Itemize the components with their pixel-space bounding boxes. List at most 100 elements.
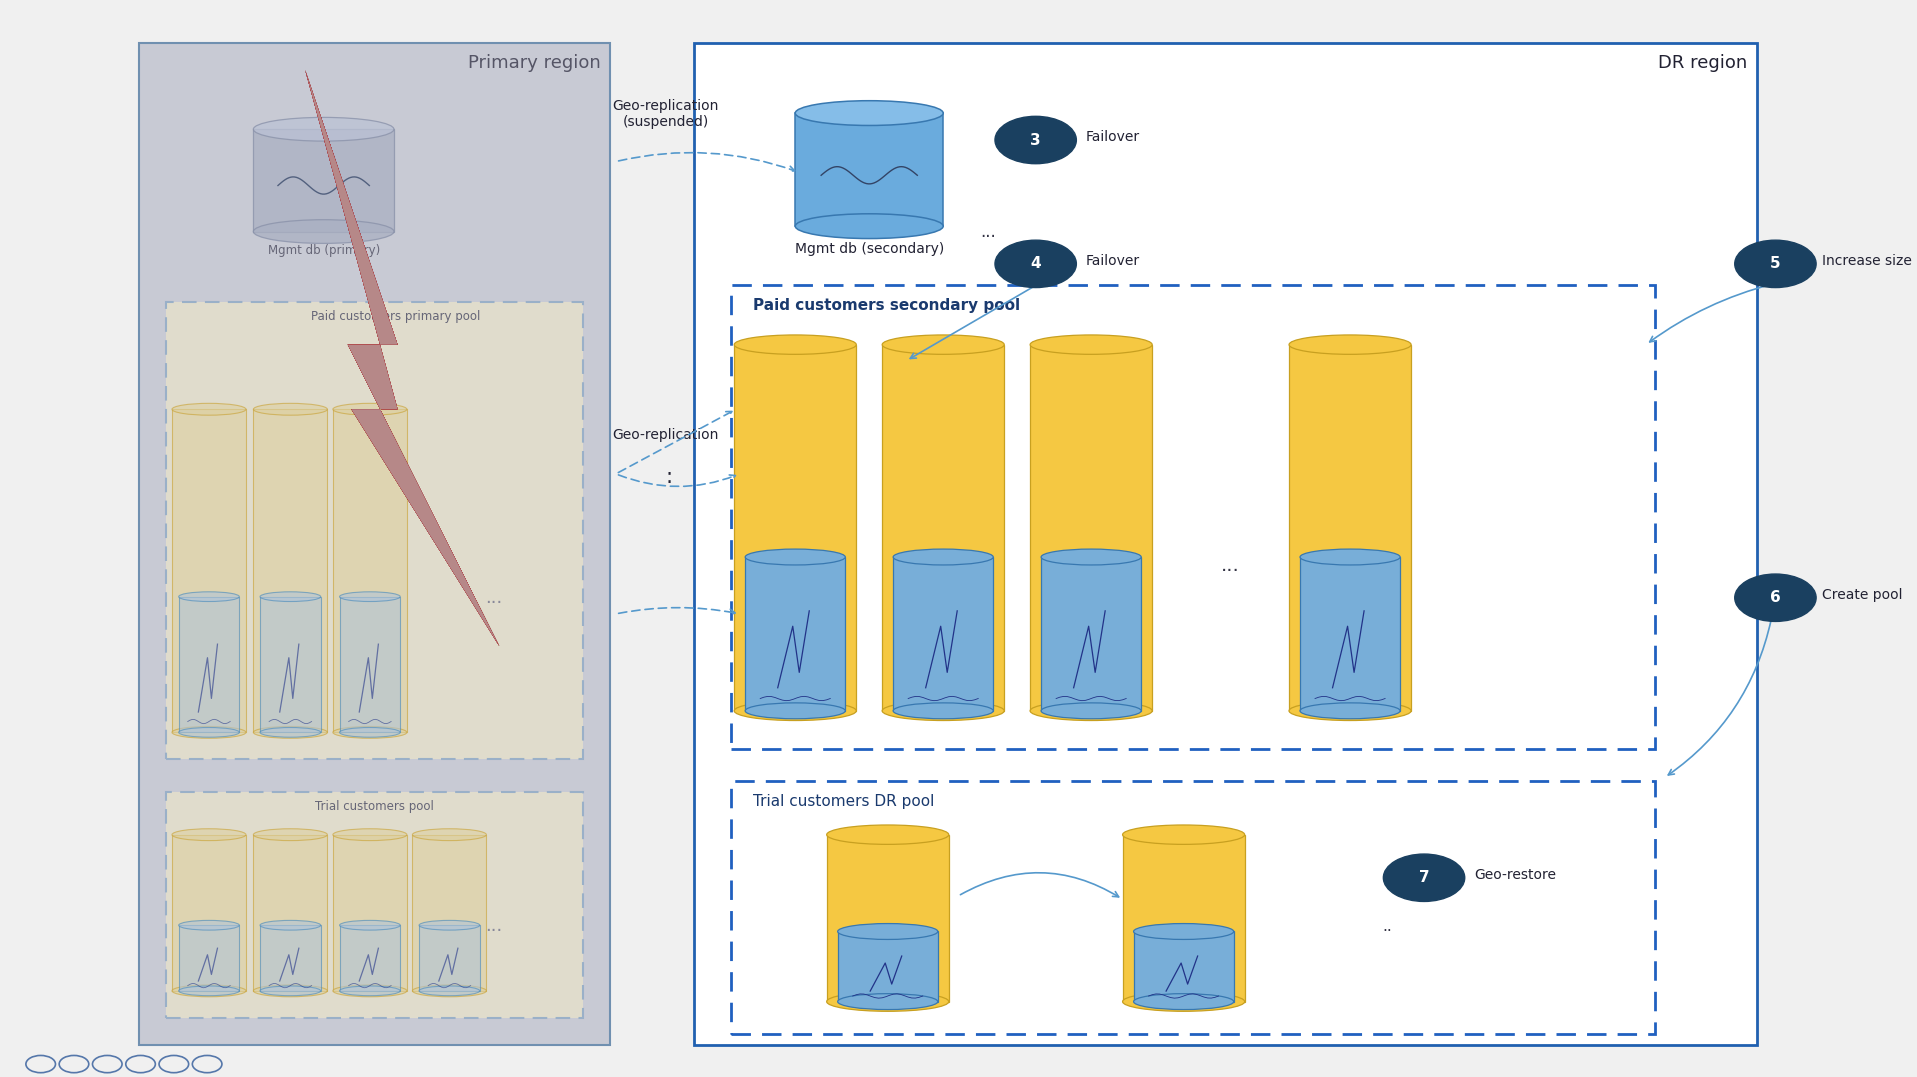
Ellipse shape bbox=[253, 727, 328, 739]
Circle shape bbox=[995, 240, 1075, 288]
Text: Geo-restore: Geo-restore bbox=[1474, 868, 1557, 881]
Ellipse shape bbox=[339, 727, 401, 738]
Ellipse shape bbox=[882, 701, 1005, 721]
Polygon shape bbox=[253, 129, 393, 232]
Ellipse shape bbox=[261, 591, 320, 602]
Polygon shape bbox=[305, 70, 498, 646]
Ellipse shape bbox=[882, 335, 1005, 354]
Ellipse shape bbox=[838, 994, 937, 1009]
Ellipse shape bbox=[746, 703, 845, 718]
Ellipse shape bbox=[178, 921, 240, 931]
Polygon shape bbox=[412, 835, 487, 991]
Polygon shape bbox=[305, 70, 498, 646]
Text: Mgmt db (primary): Mgmt db (primary) bbox=[268, 244, 380, 257]
Polygon shape bbox=[305, 70, 498, 646]
Polygon shape bbox=[334, 835, 406, 991]
Ellipse shape bbox=[334, 984, 406, 997]
Polygon shape bbox=[305, 70, 498, 646]
Ellipse shape bbox=[796, 213, 943, 238]
Polygon shape bbox=[305, 70, 498, 646]
Polygon shape bbox=[305, 70, 498, 646]
Polygon shape bbox=[305, 70, 498, 646]
Polygon shape bbox=[1133, 932, 1235, 1002]
Text: Primary region: Primary region bbox=[468, 54, 602, 72]
Ellipse shape bbox=[412, 984, 487, 997]
Ellipse shape bbox=[173, 403, 245, 415]
Polygon shape bbox=[420, 925, 479, 991]
Polygon shape bbox=[261, 925, 320, 991]
Polygon shape bbox=[305, 70, 498, 646]
Circle shape bbox=[1384, 854, 1465, 901]
Ellipse shape bbox=[734, 335, 857, 354]
Text: 3: 3 bbox=[1029, 132, 1041, 148]
Ellipse shape bbox=[1123, 825, 1244, 844]
Polygon shape bbox=[305, 70, 498, 646]
Polygon shape bbox=[305, 70, 498, 646]
Ellipse shape bbox=[420, 921, 479, 931]
Text: ...: ... bbox=[485, 918, 502, 935]
Ellipse shape bbox=[173, 984, 245, 997]
Ellipse shape bbox=[339, 985, 401, 996]
Ellipse shape bbox=[796, 101, 943, 126]
Polygon shape bbox=[305, 70, 498, 646]
Polygon shape bbox=[305, 70, 498, 646]
Ellipse shape bbox=[838, 924, 937, 939]
Text: DR region: DR region bbox=[1658, 54, 1748, 72]
Ellipse shape bbox=[734, 701, 857, 721]
Polygon shape bbox=[1300, 557, 1399, 711]
Ellipse shape bbox=[1133, 924, 1235, 939]
Text: Trial customers pool: Trial customers pool bbox=[314, 800, 433, 813]
Bar bbox=[730, 285, 1654, 749]
Polygon shape bbox=[305, 70, 498, 646]
Polygon shape bbox=[305, 70, 498, 646]
Ellipse shape bbox=[1300, 703, 1399, 718]
Text: ..: .. bbox=[1382, 919, 1392, 934]
Polygon shape bbox=[838, 932, 937, 1002]
Ellipse shape bbox=[261, 985, 320, 996]
Polygon shape bbox=[253, 409, 328, 732]
Polygon shape bbox=[305, 70, 498, 646]
Polygon shape bbox=[305, 70, 498, 646]
Text: ...: ... bbox=[485, 589, 502, 606]
Ellipse shape bbox=[893, 549, 993, 565]
Polygon shape bbox=[305, 70, 498, 646]
Ellipse shape bbox=[1041, 703, 1141, 718]
Bar bbox=[138, 43, 610, 1045]
Ellipse shape bbox=[253, 220, 393, 243]
Ellipse shape bbox=[173, 829, 245, 840]
Text: Trial customers DR pool: Trial customers DR pool bbox=[753, 794, 934, 809]
Ellipse shape bbox=[1288, 701, 1411, 721]
Polygon shape bbox=[305, 70, 498, 646]
Polygon shape bbox=[305, 70, 498, 646]
Polygon shape bbox=[826, 835, 949, 1002]
Bar bbox=[167, 302, 583, 759]
Ellipse shape bbox=[334, 829, 406, 840]
Polygon shape bbox=[305, 70, 498, 646]
Ellipse shape bbox=[1123, 992, 1244, 1011]
Ellipse shape bbox=[826, 992, 949, 1011]
Ellipse shape bbox=[339, 591, 401, 602]
Polygon shape bbox=[305, 70, 498, 646]
Polygon shape bbox=[305, 70, 498, 646]
Polygon shape bbox=[305, 70, 498, 646]
Polygon shape bbox=[746, 557, 845, 711]
Polygon shape bbox=[339, 925, 401, 991]
Polygon shape bbox=[305, 70, 498, 646]
Ellipse shape bbox=[1300, 549, 1399, 565]
Ellipse shape bbox=[339, 921, 401, 931]
Polygon shape bbox=[305, 70, 498, 646]
Polygon shape bbox=[178, 597, 240, 732]
Ellipse shape bbox=[173, 727, 245, 739]
Polygon shape bbox=[339, 597, 401, 732]
Polygon shape bbox=[882, 345, 1005, 711]
Ellipse shape bbox=[178, 985, 240, 996]
Ellipse shape bbox=[253, 829, 328, 840]
Ellipse shape bbox=[893, 703, 993, 718]
Ellipse shape bbox=[412, 829, 487, 840]
Polygon shape bbox=[305, 70, 498, 646]
Polygon shape bbox=[305, 70, 498, 646]
Polygon shape bbox=[305, 70, 498, 646]
Polygon shape bbox=[305, 70, 498, 646]
Circle shape bbox=[995, 116, 1075, 164]
Text: Mgmt db (secondary): Mgmt db (secondary) bbox=[796, 242, 943, 256]
